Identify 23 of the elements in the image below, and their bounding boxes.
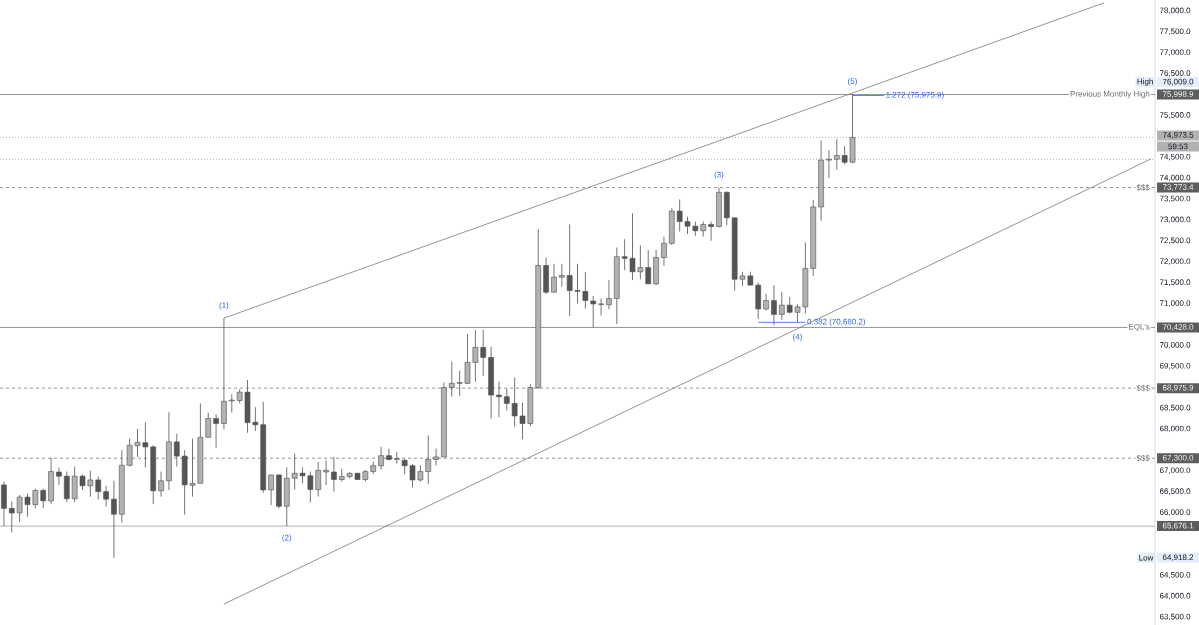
candlestick <box>158 471 164 498</box>
candlestick <box>378 446 384 471</box>
candlestick <box>56 466 62 486</box>
candlestick <box>606 279 612 310</box>
candlestick <box>661 236 667 267</box>
candlestick <box>598 298 604 317</box>
candlestick <box>103 485 109 508</box>
candlestick <box>496 381 502 418</box>
candlestick <box>771 284 777 326</box>
candlestick <box>551 263 557 293</box>
candlestick <box>393 451 400 465</box>
candlestick <box>763 293 769 312</box>
candlestick <box>111 480 117 559</box>
candlestick <box>826 149 832 179</box>
candlestick <box>386 448 392 461</box>
candlestick <box>433 448 439 466</box>
candlestick <box>1 481 7 527</box>
candlestick <box>323 459 329 486</box>
candlestick <box>708 221 714 242</box>
candlestick <box>331 456 337 493</box>
candlestick <box>268 474 274 506</box>
candlestick <box>213 413 219 449</box>
candlestick <box>221 317 227 430</box>
